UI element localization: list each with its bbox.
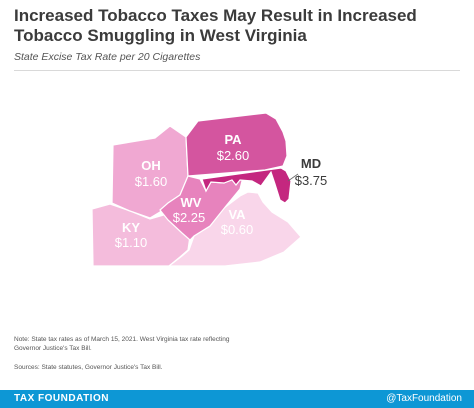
wv-rate-label: $2.25 (173, 210, 206, 225)
footer-bar: TAX FOUNDATION @TaxFoundation (0, 390, 474, 408)
md-connector-line (287, 173, 299, 182)
state-shape-va (167, 191, 302, 267)
wv-abbr-label: WV (181, 195, 202, 210)
ky-rate-label: $1.10 (115, 235, 148, 250)
md-rate-label: $3.75 (295, 173, 328, 188)
va-rate-label: $0.60 (221, 222, 254, 237)
footer-brand: TAX FOUNDATION (14, 393, 109, 404)
oh-abbr-label: OH (141, 158, 161, 173)
pa-rate-label: $2.60 (217, 148, 250, 163)
state-shape-md (201, 167, 292, 204)
chart-subtitle: State Excise Tax Rate per 20 Cigarettes (14, 51, 201, 63)
note-text: Note: State tax rates as of March 15, 20… (14, 336, 230, 352)
footer-handle[interactable]: @TaxFoundation (386, 393, 462, 404)
oh-rate-label: $1.60 (135, 174, 168, 189)
pa-abbr-label: PA (224, 132, 242, 147)
va-abbr-label: VA (228, 207, 246, 222)
state-shape-pa (185, 112, 288, 177)
chart-title: Increased Tobacco Taxes May Result in In… (14, 6, 417, 45)
ky-abbr-label: KY (122, 220, 140, 235)
sources-text: Sources: State statutes, Governor Justic… (14, 364, 163, 371)
md-abbr-label: MD (301, 156, 321, 171)
divider (14, 70, 460, 71)
